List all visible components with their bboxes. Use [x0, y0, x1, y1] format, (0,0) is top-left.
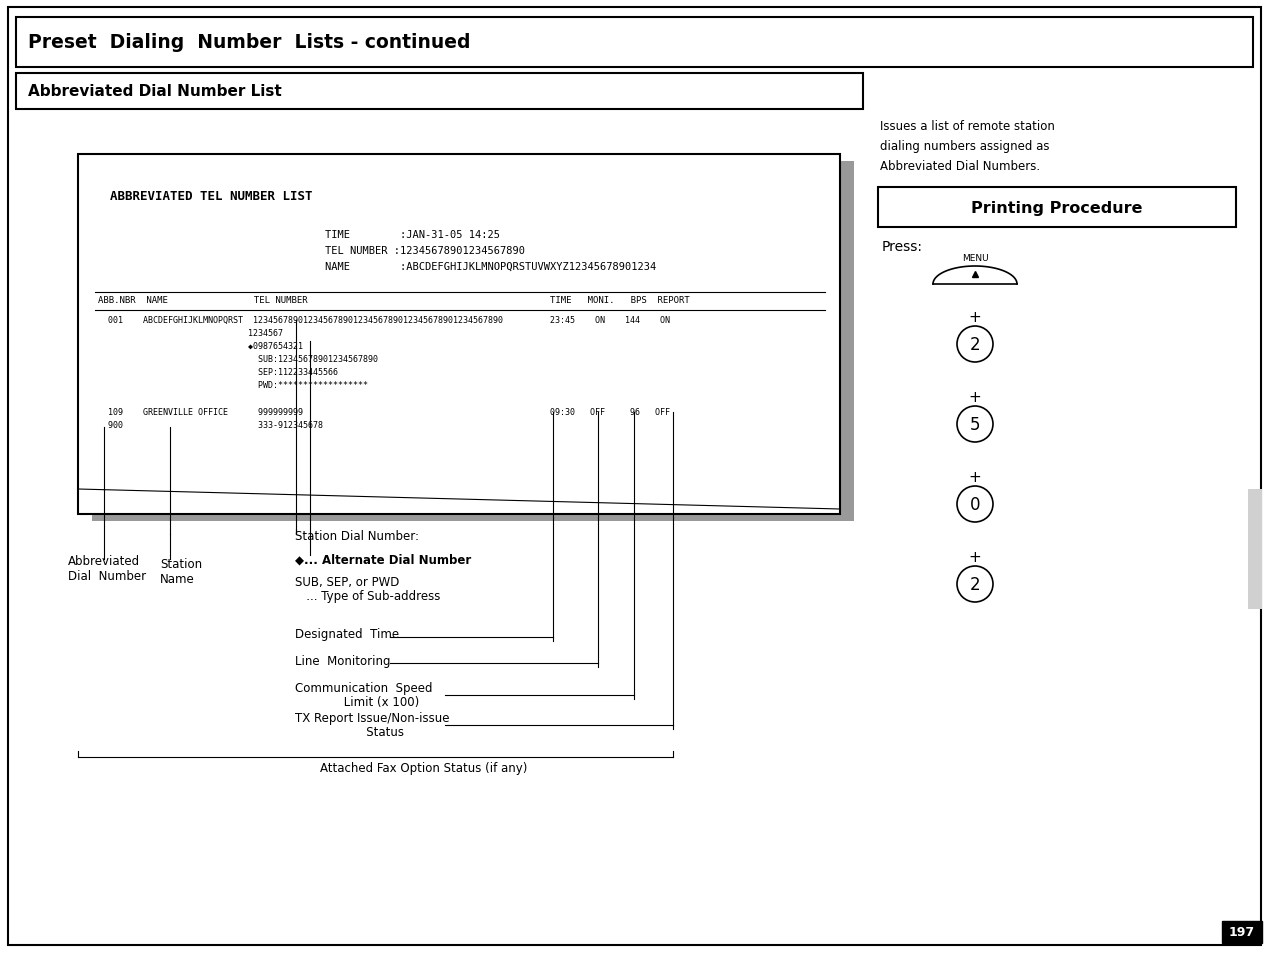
- Bar: [1247, 490, 1261, 609]
- Text: ... Type of Sub-address: ... Type of Sub-address: [294, 589, 440, 602]
- Text: TIME        :JAN-31-05 14:25: TIME :JAN-31-05 14:25: [325, 230, 500, 240]
- Bar: [878, 188, 1236, 228]
- Text: 2: 2: [970, 576, 981, 594]
- Text: ABBREVIATED TEL NUMBER LIST: ABBREVIATED TEL NUMBER LIST: [110, 190, 312, 203]
- Text: MENU: MENU: [962, 253, 989, 263]
- Text: 001    ABCDEFGHIJKLMNOPQRST  12345678901234567890123456789012345678901234567890: 001 ABCDEFGHIJKLMNOPQRST 123456789012345…: [98, 315, 503, 325]
- Text: PWD:******************: PWD:******************: [98, 380, 368, 390]
- Text: Abbreviated
Dial  Number: Abbreviated Dial Number: [69, 555, 146, 582]
- Text: Printing Procedure: Printing Procedure: [971, 200, 1143, 215]
- Text: Line  Monitoring: Line Monitoring: [294, 655, 391, 667]
- Text: 197: 197: [1228, 925, 1255, 939]
- Text: +: +: [968, 550, 981, 564]
- Text: +: +: [968, 470, 981, 484]
- Text: Preset  Dialing  Number  Lists - continued: Preset Dialing Number Lists - continued: [28, 33, 471, 52]
- Text: SUB, SEP, or PWD: SUB, SEP, or PWD: [294, 576, 400, 588]
- Text: ABB.NBR  NAME                TEL NUMBER: ABB.NBR NAME TEL NUMBER: [98, 295, 307, 305]
- Bar: [1222, 921, 1261, 943]
- Text: 2: 2: [970, 335, 981, 354]
- Text: +: +: [968, 310, 981, 325]
- Text: SUB:12345678901234567890: SUB:12345678901234567890: [98, 355, 378, 364]
- Text: 09:30   OFF     96   OFF: 09:30 OFF 96 OFF: [549, 408, 670, 416]
- Text: ◆... Alternate Dial Number: ◆... Alternate Dial Number: [294, 554, 471, 566]
- Text: 900                           333-912345678: 900 333-912345678: [98, 420, 324, 430]
- Text: Communication  Speed: Communication Speed: [294, 681, 433, 695]
- Text: TEL NUMBER :12345678901234567890: TEL NUMBER :12345678901234567890: [325, 246, 525, 255]
- Text: Designated  Time: Designated Time: [294, 627, 400, 640]
- Bar: [16, 18, 1253, 68]
- Text: Abbreviated Dial Number List: Abbreviated Dial Number List: [28, 85, 282, 99]
- Text: ◆0987654321: ◆0987654321: [98, 341, 303, 351]
- Text: 23:45    ON    144    ON: 23:45 ON 144 ON: [549, 315, 670, 325]
- Bar: [91, 162, 854, 521]
- Text: +: +: [968, 390, 981, 405]
- Text: Station Dial Number:: Station Dial Number:: [294, 530, 419, 542]
- Bar: [77, 154, 840, 515]
- Text: 1234567: 1234567: [98, 329, 283, 337]
- Text: TIME   MONI.   BPS  REPORT: TIME MONI. BPS REPORT: [549, 295, 690, 305]
- Text: SEP:112233445566: SEP:112233445566: [98, 368, 338, 376]
- Text: Limit (x 100): Limit (x 100): [294, 696, 419, 708]
- Text: NAME        :ABCDEFGHIJKLMNOPQRSTUVWXYZ12345678901234: NAME :ABCDEFGHIJKLMNOPQRSTUVWXYZ12345678…: [325, 262, 656, 272]
- Text: 109    GREENVILLE OFFICE      999999999: 109 GREENVILLE OFFICE 999999999: [98, 408, 303, 416]
- Text: Issues a list of remote station
dialing numbers assigned as
Abbreviated Dial Num: Issues a list of remote station dialing …: [879, 120, 1055, 172]
- Text: 0: 0: [970, 496, 980, 514]
- Text: Status: Status: [294, 725, 404, 739]
- Text: Attached Fax Option Status (if any): Attached Fax Option Status (if any): [320, 761, 528, 774]
- Bar: [16, 74, 863, 110]
- Text: 5: 5: [970, 416, 980, 434]
- Text: Press:: Press:: [882, 240, 923, 253]
- Text: Station
Name: Station Name: [160, 558, 202, 585]
- Text: TX Report Issue/Non-issue: TX Report Issue/Non-issue: [294, 711, 449, 724]
